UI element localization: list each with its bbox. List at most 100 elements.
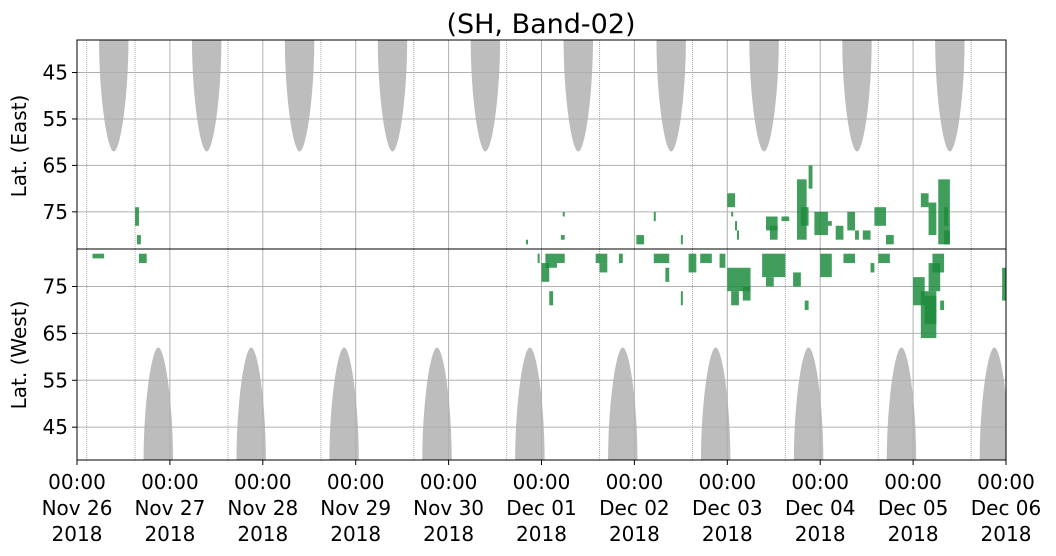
echo-patch — [874, 207, 887, 226]
x-tick-label: 00:00 Nov 30 2018 — [413, 470, 484, 546]
daylight-region — [608, 347, 638, 460]
x-tick-label: 00:00 Dec 04 2018 — [785, 470, 856, 546]
echo-patch — [700, 253, 712, 264]
echo-patch — [862, 230, 871, 240]
y-tick-label: 65 — [43, 321, 68, 345]
east-y-axis-label: Lat. (East) — [7, 95, 31, 198]
y-tick-label: 55 — [43, 368, 68, 392]
echo-patch — [560, 235, 565, 240]
echo-patch — [135, 207, 139, 226]
x-tick-label: 00:00 Nov 28 2018 — [227, 470, 298, 546]
daylight-region — [284, 40, 315, 152]
x-tick-label: 00:00 Nov 29 2018 — [320, 470, 391, 546]
daylight-region — [377, 40, 408, 152]
echo-patch — [719, 253, 726, 268]
daylight-region — [749, 40, 779, 152]
echo-patch — [793, 272, 801, 287]
echo-patch — [913, 277, 925, 306]
echo-patch — [769, 225, 778, 240]
west-panel: 75 65 55 45 — [43, 248, 1007, 461]
echo-patch — [595, 253, 608, 264]
echo-patch — [727, 267, 751, 292]
echo-patch — [800, 207, 809, 226]
daylight-region — [886, 347, 917, 460]
echo-patch — [136, 235, 141, 245]
echo-patch — [920, 193, 929, 208]
echo-patch — [680, 235, 683, 245]
echo-patch — [680, 291, 683, 306]
daylight-region — [700, 347, 731, 460]
echo-patch — [688, 253, 697, 273]
echo-patch — [928, 202, 937, 236]
echo-patch — [804, 300, 809, 310]
y-tick-label: 55 — [43, 107, 68, 131]
daylight-region — [563, 40, 593, 152]
y-tick-label: 45 — [43, 61, 68, 85]
x-tick-label: 00:00 Nov 27 2018 — [134, 470, 205, 546]
echo-patch — [886, 235, 894, 245]
echo-patch — [665, 267, 670, 282]
echo-patch — [835, 225, 844, 240]
echo-patch — [928, 263, 941, 292]
x-tick-label: 00:00 Dec 03 2018 — [692, 470, 763, 546]
y-tick-label: 75 — [43, 200, 68, 224]
y-tick-label: 45 — [43, 415, 68, 439]
echo-patch — [847, 211, 856, 231]
echo-patch — [781, 216, 790, 222]
daylight-region — [143, 347, 173, 460]
daylight-region — [842, 40, 872, 152]
echo-patch — [736, 230, 739, 240]
echo-patch — [618, 253, 623, 264]
daylight-region — [236, 347, 266, 460]
daylight-region — [329, 347, 359, 460]
echo-patch — [526, 239, 529, 245]
echo-patch — [940, 300, 945, 310]
echo-patch — [727, 193, 736, 208]
echo-patch — [944, 207, 948, 226]
echo-patch — [843, 253, 856, 264]
x-tick-label: 00:00 Dec 01 2018 — [506, 470, 577, 546]
x-tick-label: 00:00 Dec 02 2018 — [599, 470, 670, 546]
x-tick-label: 00:00 Nov 26 2018 — [42, 470, 113, 546]
echo-patch — [827, 221, 832, 226]
echo-patch — [92, 253, 105, 259]
echo-patch — [766, 216, 778, 231]
echo-patch — [653, 211, 656, 222]
echo-patch — [762, 253, 786, 278]
echo-patch — [766, 277, 774, 287]
east-panel: 45 55 65 75 — [43, 39, 1007, 250]
x-axis: 00:00 Nov 26 2018 00:00 Nov 27 2018 00:00 Nov 2… — [42, 460, 1041, 546]
daylight-region — [793, 347, 824, 460]
echo-patch — [138, 253, 147, 264]
daylight-region — [422, 347, 452, 460]
echo-patch — [878, 253, 890, 264]
daylight-region — [470, 40, 501, 152]
echo-patch — [541, 263, 550, 282]
daylight-region — [99, 40, 129, 152]
echo-patch — [549, 291, 554, 306]
echo-patch — [1002, 267, 1006, 301]
echo-patch — [924, 295, 937, 325]
echo-patch — [537, 253, 540, 264]
chart-title: (SH, Band-02) — [446, 9, 635, 40]
echo-patch — [820, 253, 832, 278]
echo-patch — [731, 211, 734, 217]
echo-patch — [944, 230, 950, 245]
daylight-region — [935, 40, 965, 152]
echo-patch — [814, 211, 828, 236]
echo-patch — [735, 221, 738, 231]
daylight-region — [656, 40, 686, 152]
echo-patch — [653, 253, 670, 264]
echo-patch — [932, 253, 945, 273]
echo-patch — [731, 291, 739, 306]
echo-patch — [556, 253, 565, 264]
daylight-region — [979, 347, 1006, 460]
echo-patch — [855, 230, 859, 240]
echo-patch — [870, 263, 875, 273]
x-tick-label: 00:00 Dec 05 2018 — [878, 470, 949, 546]
echo-patch — [636, 235, 645, 245]
echo-patch — [808, 165, 813, 189]
echo-patch — [545, 253, 557, 268]
y-tick-label: 75 — [43, 275, 68, 299]
